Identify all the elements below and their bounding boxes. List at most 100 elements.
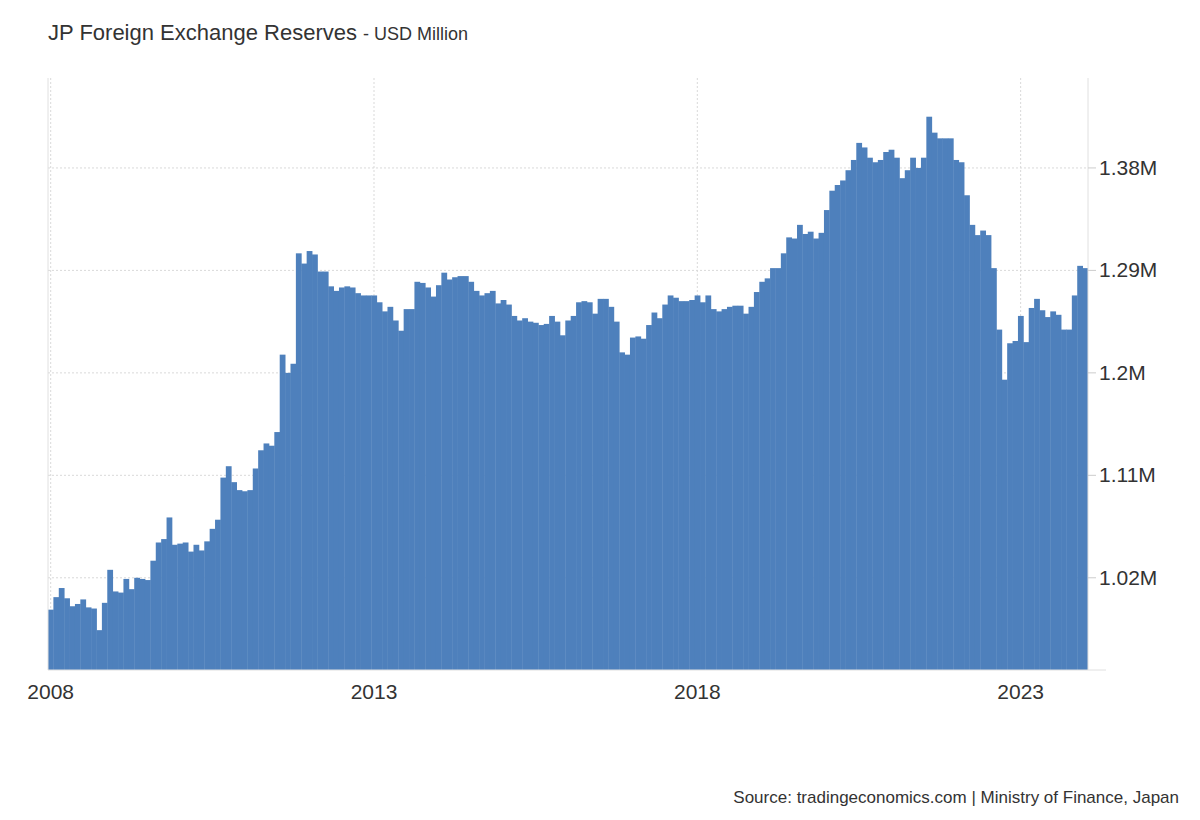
bar <box>544 324 550 670</box>
bar <box>1002 380 1008 670</box>
bar <box>835 185 841 670</box>
bar <box>705 295 711 670</box>
bar <box>1045 317 1051 670</box>
bar <box>792 239 798 670</box>
bar <box>738 306 744 670</box>
bar <box>980 231 986 670</box>
bar <box>1034 299 1040 670</box>
bar <box>991 268 997 670</box>
bar <box>150 561 156 670</box>
bar <box>1072 295 1078 670</box>
bar <box>608 307 614 670</box>
bar <box>1040 310 1046 670</box>
bar <box>619 352 625 670</box>
bar <box>560 335 566 670</box>
bar <box>161 539 167 670</box>
bar <box>986 235 992 670</box>
bar <box>684 301 690 670</box>
bar <box>722 309 728 670</box>
source-note: Source: tradingeconomics.com | Ministry … <box>733 788 1179 807</box>
bar <box>824 210 830 670</box>
bar <box>926 117 932 670</box>
bar <box>948 138 954 670</box>
bar <box>695 295 701 670</box>
bar <box>134 578 140 670</box>
bar <box>64 598 70 670</box>
bar <box>414 282 420 670</box>
bar <box>587 302 593 670</box>
bar <box>334 291 340 670</box>
bar <box>932 133 938 670</box>
bar <box>506 305 512 670</box>
bar <box>899 178 905 670</box>
bar <box>490 291 496 670</box>
bar <box>231 482 237 670</box>
bar <box>156 542 162 670</box>
bar <box>1050 311 1056 670</box>
bar <box>878 160 884 670</box>
bar <box>296 253 302 670</box>
bar <box>754 292 760 670</box>
bar <box>1007 343 1013 670</box>
bar <box>592 314 598 670</box>
bar <box>1013 341 1019 670</box>
bar <box>274 432 280 670</box>
bar <box>953 160 959 670</box>
bar <box>409 309 415 670</box>
bar <box>921 158 927 670</box>
bar <box>689 300 695 670</box>
bar <box>387 307 393 670</box>
bar <box>140 579 146 670</box>
bar <box>743 314 749 670</box>
bar <box>75 604 81 670</box>
bar <box>549 316 555 670</box>
bar <box>883 152 889 670</box>
bar <box>80 599 86 670</box>
bar <box>177 544 183 670</box>
bar <box>797 225 803 670</box>
bar <box>1056 315 1062 670</box>
y-tick-label: 1.29M <box>1099 258 1157 281</box>
bar <box>501 300 507 670</box>
bar <box>237 490 243 670</box>
bar <box>431 297 437 670</box>
bar <box>167 517 173 670</box>
bar <box>474 291 480 670</box>
bar <box>317 272 323 670</box>
bar <box>802 234 808 670</box>
bar <box>96 630 102 670</box>
bar <box>614 322 620 670</box>
bar <box>107 570 113 670</box>
bar <box>484 293 490 670</box>
bar <box>361 295 367 670</box>
subtitle: - USD Million <box>363 24 468 44</box>
bar <box>382 311 388 670</box>
x-tick-label: 2013 <box>351 680 398 703</box>
bar <box>662 305 668 670</box>
bar <box>447 280 453 670</box>
bar <box>86 607 92 670</box>
y-tick-label: 1.02M <box>1099 566 1157 589</box>
bar <box>458 276 464 670</box>
bar <box>555 322 561 670</box>
x-tick-label: 2018 <box>674 680 721 703</box>
bar <box>652 313 658 670</box>
bar <box>328 286 334 670</box>
bar <box>1066 330 1072 670</box>
bar <box>145 580 151 670</box>
bar <box>479 295 485 670</box>
bar <box>129 589 135 670</box>
bar <box>183 542 189 670</box>
bar <box>323 272 329 670</box>
bar <box>210 529 216 670</box>
bar <box>1083 268 1088 670</box>
title-line: JP Foreign Exchange Reserves- USD Millio… <box>48 20 468 45</box>
bar <box>571 316 577 670</box>
bar <box>598 299 604 670</box>
bar <box>910 158 916 670</box>
bar <box>808 232 814 670</box>
bar <box>819 233 825 670</box>
bar <box>872 162 878 670</box>
bar <box>172 545 178 670</box>
grid <box>48 78 1088 670</box>
